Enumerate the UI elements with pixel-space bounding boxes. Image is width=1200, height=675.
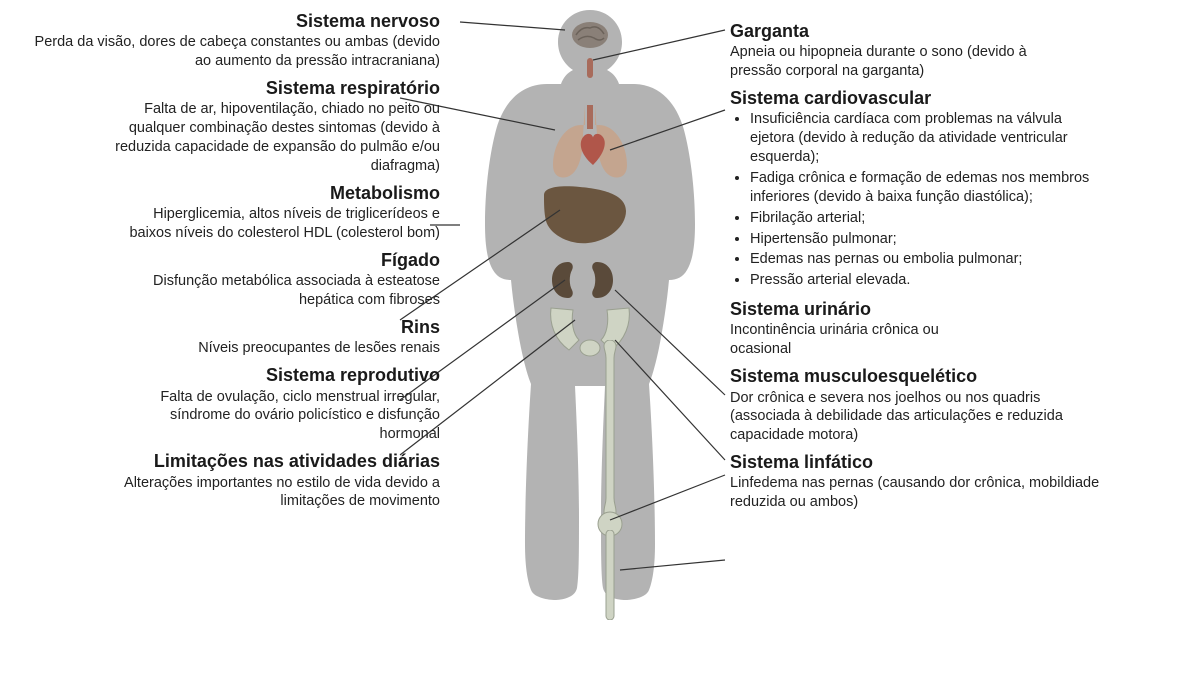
title-msk: Sistema musculoesquelético [730, 365, 1180, 388]
desc-lymph: Linfedema nas pernas (causando dor crôni… [730, 474, 1110, 512]
desc-daily: Alterações importantes no estilo de vida… [120, 474, 440, 512]
desc-respiratory: Falta de ar, hipoventilação, chiado no p… [110, 100, 440, 175]
section-daily: Limitações nas atividades diárias Altera… [120, 450, 440, 511]
desc-metabolism: Hiperglicemia, altos níveis de triglicer… [110, 205, 440, 243]
title-reproductive: Sistema reprodutivo [120, 364, 440, 387]
desc-nervous: Perda da visão, dores de cabeça constant… [15, 33, 440, 71]
femur-icon [600, 340, 620, 520]
tibia-icon [602, 530, 618, 620]
title-metabolism: Metabolismo [110, 182, 440, 205]
section-nervous: Sistema nervoso Perda da visão, dores de… [15, 10, 440, 71]
section-urinary: Sistema urinário Incontinência urinária … [730, 298, 1180, 359]
title-nervous: Sistema nervoso [15, 10, 440, 33]
right-column: Garganta Apneia ou hipopneia durante o s… [730, 20, 1180, 518]
section-reproductive: Sistema reprodutivo Falta de ovulação, c… [120, 364, 440, 444]
cardio-item: Fibrilação arterial; [750, 209, 1090, 228]
section-lymph: Sistema linfático Linfedema nas pernas (… [730, 451, 1180, 512]
kidney-right-icon [590, 260, 615, 300]
title-lymph: Sistema linfático [730, 451, 1180, 474]
section-respiratory: Sistema respiratório Falta de ar, hipove… [110, 77, 440, 176]
brain-icon [570, 20, 610, 50]
cardio-item: Fadiga crônica e formação de edemas nos … [750, 169, 1090, 207]
title-throat: Garganta [730, 20, 1180, 43]
section-metabolism: Metabolismo Hiperglicemia, altos níveis … [110, 182, 440, 243]
throat-icon [584, 58, 596, 78]
section-liver: Fígado Disfunção metabólica associada à … [140, 249, 440, 310]
title-urinary: Sistema urinário [730, 298, 1180, 321]
liver-icon [540, 185, 630, 245]
title-daily: Limitações nas atividades diárias [120, 450, 440, 473]
title-respiratory: Sistema respiratório [110, 77, 440, 100]
body-figure [470, 10, 710, 620]
desc-throat: Apneia ou hipopneia durante o sono (devi… [730, 43, 1050, 81]
cardio-list: Insuficiência cardíaca com problemas na … [730, 110, 1090, 290]
cardio-item: Edemas nas pernas ou embolia pulmonar; [750, 250, 1090, 269]
section-throat: Garganta Apneia ou hipopneia durante o s… [730, 20, 1180, 81]
heart-icon [578, 130, 608, 165]
cardio-item: Hipertensão pulmonar; [750, 230, 1090, 249]
title-cardio: Sistema cardiovascular [730, 87, 1180, 110]
left-column: Sistema nervoso Perda da visão, dores de… [15, 10, 440, 517]
pelvis-icon [545, 300, 635, 360]
section-msk: Sistema musculoesquelético Dor crônica e… [730, 365, 1180, 445]
cardio-item: Pressão arterial elevada. [750, 271, 1090, 290]
desc-kidneys: Níveis preocupantes de lesões renais [198, 339, 440, 358]
title-kidneys: Rins [198, 316, 440, 339]
desc-reproductive: Falta de ovulação, ciclo menstrual irreg… [120, 388, 440, 445]
desc-urinary: Incontinência urinária crônica ou ocasio… [730, 321, 990, 359]
desc-msk: Dor crônica e severa nos joelhos ou nos … [730, 389, 1090, 446]
section-kidneys: Rins Níveis preocupantes de lesões renai… [198, 316, 440, 358]
desc-liver: Disfunção metabólica associada à esteato… [140, 272, 440, 310]
cardio-item: Insuficiência cardíaca com problemas na … [750, 110, 1090, 167]
title-liver: Fígado [140, 249, 440, 272]
kidney-left-icon [550, 260, 575, 300]
section-cardio: Sistema cardiovascular Insuficiência car… [730, 87, 1180, 292]
